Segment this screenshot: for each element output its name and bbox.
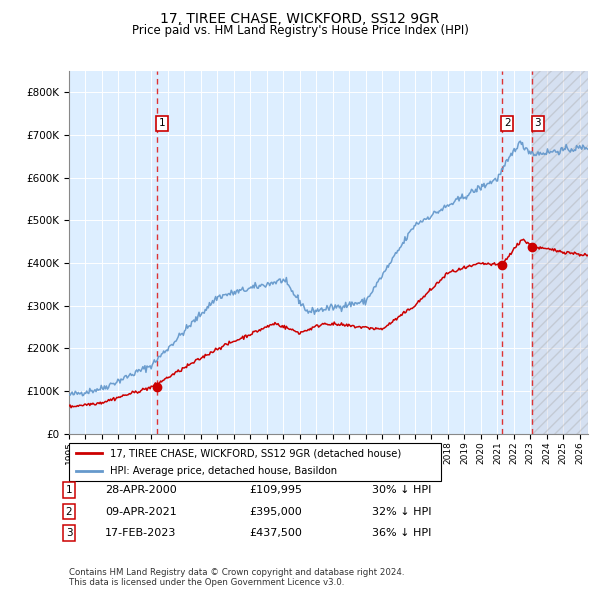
Text: Price paid vs. HM Land Registry's House Price Index (HPI): Price paid vs. HM Land Registry's House … bbox=[131, 24, 469, 37]
Text: Contains HM Land Registry data © Crown copyright and database right 2024.
This d: Contains HM Land Registry data © Crown c… bbox=[69, 568, 404, 587]
Text: 17, TIREE CHASE, WICKFORD, SS12 9GR (detached house): 17, TIREE CHASE, WICKFORD, SS12 9GR (det… bbox=[110, 448, 401, 458]
Text: 3: 3 bbox=[65, 529, 73, 538]
Text: 17-FEB-2023: 17-FEB-2023 bbox=[105, 529, 176, 538]
Text: 1: 1 bbox=[65, 485, 73, 494]
Text: HPI: Average price, detached house, Basildon: HPI: Average price, detached house, Basi… bbox=[110, 466, 337, 476]
Text: 3: 3 bbox=[534, 119, 541, 129]
Text: 28-APR-2000: 28-APR-2000 bbox=[105, 485, 177, 494]
Text: £437,500: £437,500 bbox=[249, 529, 302, 538]
Text: 1: 1 bbox=[158, 119, 165, 129]
Text: 2: 2 bbox=[65, 507, 73, 516]
Text: £109,995: £109,995 bbox=[249, 485, 302, 494]
Bar bbox=[532, 71, 588, 434]
Text: 2: 2 bbox=[504, 119, 511, 129]
Text: 30% ↓ HPI: 30% ↓ HPI bbox=[372, 485, 431, 494]
Text: 09-APR-2021: 09-APR-2021 bbox=[105, 507, 177, 516]
Text: £395,000: £395,000 bbox=[249, 507, 302, 516]
Text: 17, TIREE CHASE, WICKFORD, SS12 9GR: 17, TIREE CHASE, WICKFORD, SS12 9GR bbox=[160, 12, 440, 26]
Bar bbox=[532, 71, 588, 434]
Text: 36% ↓ HPI: 36% ↓ HPI bbox=[372, 529, 431, 538]
Text: 32% ↓ HPI: 32% ↓ HPI bbox=[372, 507, 431, 516]
